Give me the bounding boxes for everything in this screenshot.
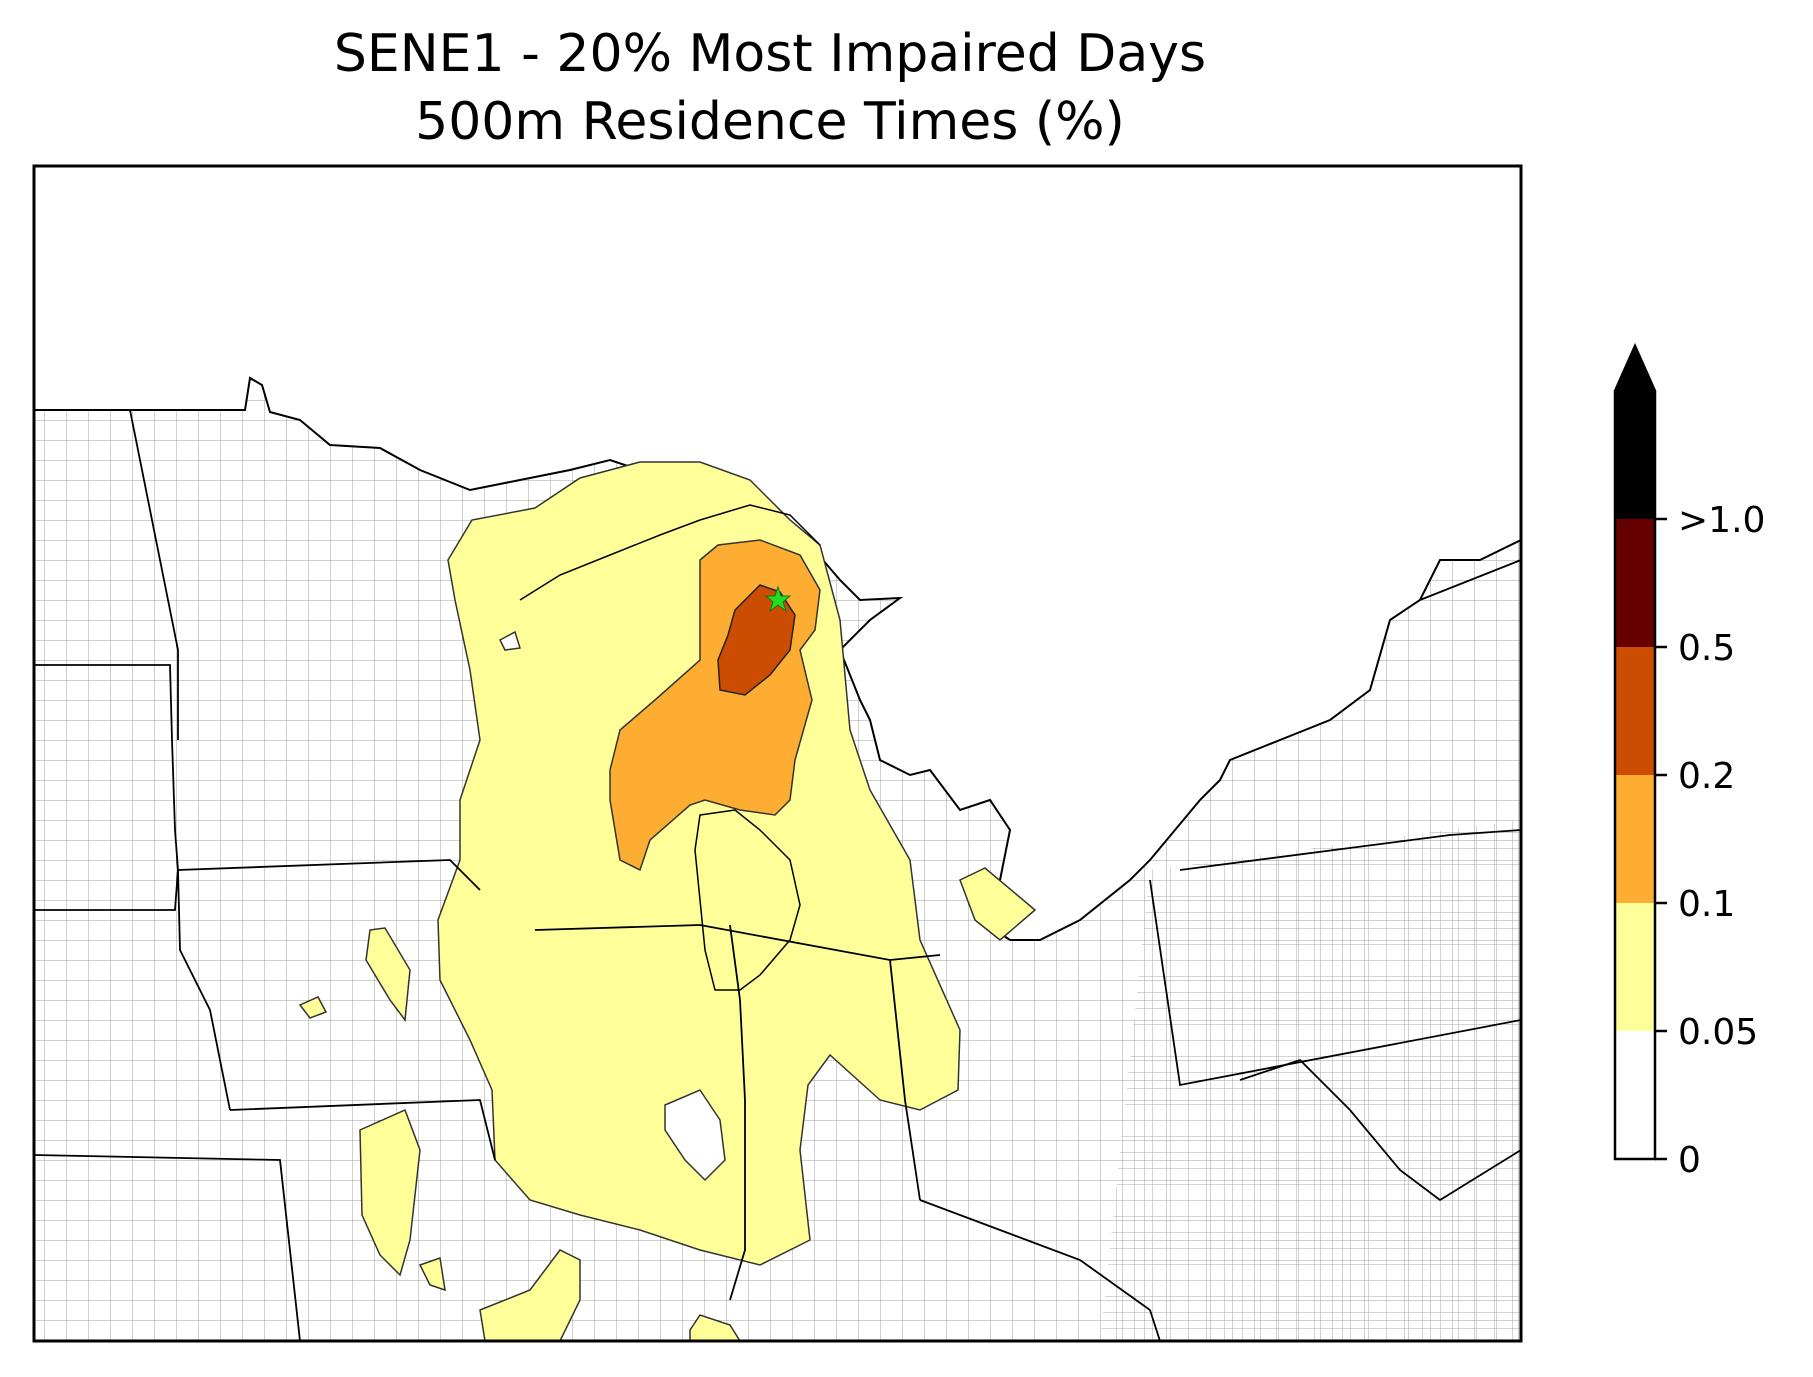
map-frame [32, 164, 1523, 1343]
lake-michigan [694, 809, 801, 991]
state-borders [34, 409, 1521, 1341]
map-title-line2: 500m Residence Times (%) [415, 92, 1125, 152]
colorbar-band-10 [1615, 391, 1655, 519]
colorbar-tick-label: 0.2 [1678, 756, 1735, 797]
colorbar-band-005 [1615, 903, 1655, 1031]
colorbar-band-01 [1615, 775, 1655, 903]
colorbar-band-05 [1615, 519, 1655, 647]
colorbar-tick-label: 0.05 [1678, 1012, 1758, 1053]
eastern-counties [1100, 820, 1521, 1341]
colorbar-tick-label: >1.0 [1678, 500, 1765, 541]
colorbar-tick-label: 0.5 [1678, 628, 1735, 669]
colorbar-band-02 [1615, 647, 1655, 775]
site-star-icon [764, 585, 792, 613]
colorbar-tick-label: 0 [1678, 1140, 1701, 1181]
colorbar-ticks [1655, 517, 1667, 1161]
contour-band-02 [717, 584, 796, 696]
colorbar-tick-label: 0.1 [1678, 884, 1735, 925]
lake-superior-shoreline [519, 504, 821, 601]
colorbar-outline [1613, 342, 1657, 1161]
colorbar-extend-arrow-icon [1615, 346, 1655, 391]
colorbar-band-0 [1615, 1031, 1655, 1159]
map-title-line1: SENE1 - 20% Most Impaired Days [333, 24, 1207, 84]
